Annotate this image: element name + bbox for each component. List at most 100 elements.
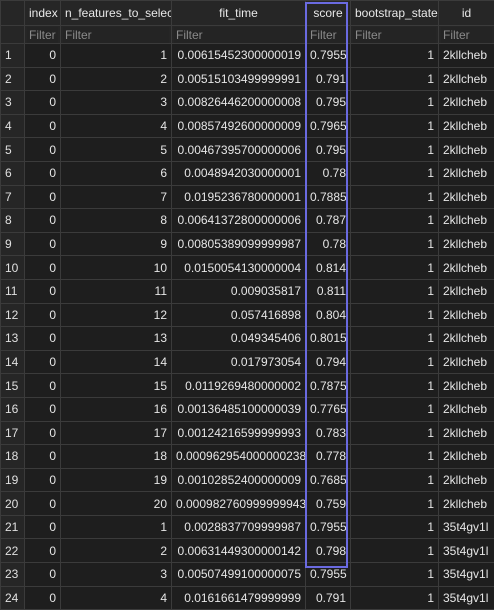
cell-bootstrap-state[interactable]: 1 [351,539,439,563]
cell-fit-time[interactable]: 0.0150054130000004 [172,256,306,280]
cell-n-features-to-select[interactable]: 7 [61,185,172,209]
cell-fit-time[interactable]: 0.0028837709999987 [172,515,306,539]
cell-index[interactable]: 0 [25,67,61,91]
cell-index[interactable]: 0 [25,515,61,539]
cell-fit-time[interactable]: 0.0161661479999999 [172,586,306,610]
cell-score[interactable]: 0.759 [306,492,351,516]
cell-score[interactable]: 0.795 [306,138,351,162]
cell-fit-time[interactable]: 0.00805389099999987 [172,232,306,256]
cell-id[interactable]: 35t4gv1l [439,563,494,587]
cell-id[interactable]: 2kllcheb [439,374,494,398]
filter-n-features-input[interactable] [63,27,169,43]
cell-fit-time[interactable]: 0.00102852400000009 [172,468,306,492]
cell-fit-time[interactable]: 0.00826446200000008 [172,91,306,115]
cell-index[interactable]: 0 [25,209,61,233]
cell-bootstrap-state[interactable]: 1 [351,421,439,445]
cell-score[interactable]: 0.814 [306,256,351,280]
cell-n-features-to-select[interactable]: 13 [61,327,172,351]
cell-bootstrap-state[interactable]: 1 [351,209,439,233]
cell-index[interactable]: 0 [25,185,61,209]
cell-score[interactable]: 0.7965 [306,114,351,138]
cell-n-features-to-select[interactable]: 11 [61,279,172,303]
cell-index[interactable]: 0 [25,468,61,492]
cell-index[interactable]: 0 [25,374,61,398]
header-n-features-to-select[interactable]: n_features_to_select [61,1,172,26]
cell-score[interactable]: 0.7955 [306,563,351,587]
cell-score[interactable]: 0.791 [306,67,351,91]
cell-id[interactable]: 2kllcheb [439,397,494,421]
cell-n-features-to-select[interactable]: 12 [61,303,172,327]
cell-fit-time[interactable]: 0.00615452300000019 [172,44,306,68]
cell-bootstrap-state[interactable]: 1 [351,327,439,351]
cell-bootstrap-state[interactable]: 1 [351,67,439,91]
cell-bootstrap-state[interactable]: 1 [351,563,439,587]
cell-id[interactable]: 2kllcheb [439,114,494,138]
cell-score[interactable]: 0.7955 [306,44,351,68]
cell-score[interactable]: 0.78 [306,161,351,185]
cell-n-features-to-select[interactable]: 5 [61,138,172,162]
cell-score[interactable]: 0.794 [306,350,351,374]
cell-bootstrap-state[interactable]: 1 [351,303,439,327]
cell-id[interactable]: 2kllcheb [439,303,494,327]
cell-id[interactable]: 2kllcheb [439,421,494,445]
cell-n-features-to-select[interactable]: 6 [61,161,172,185]
cell-index[interactable]: 0 [25,563,61,587]
cell-id[interactable]: 2kllcheb [439,445,494,469]
cell-fit-time[interactable]: 0.009035817 [172,279,306,303]
cell-bootstrap-state[interactable]: 1 [351,44,439,68]
cell-index[interactable]: 0 [25,138,61,162]
cell-bootstrap-state[interactable]: 1 [351,114,439,138]
cell-score[interactable]: 0.7765 [306,397,351,421]
cell-index[interactable]: 0 [25,492,61,516]
cell-id[interactable]: 2kllcheb [439,327,494,351]
cell-index[interactable]: 0 [25,279,61,303]
cell-index[interactable]: 0 [25,303,61,327]
cell-bootstrap-state[interactable]: 1 [351,445,439,469]
cell-n-features-to-select[interactable]: 2 [61,539,172,563]
cell-n-features-to-select[interactable]: 17 [61,421,172,445]
cell-score[interactable]: 0.787 [306,209,351,233]
header-fit-time[interactable]: fit_time [172,1,306,26]
cell-id[interactable]: 35t4gv1l [439,515,494,539]
cell-fit-time[interactable]: 0.0048942030000001 [172,161,306,185]
cell-fit-time[interactable]: 0.00631449300000142 [172,539,306,563]
filter-bootstrap-state-input[interactable] [353,27,436,43]
cell-index[interactable]: 0 [25,256,61,280]
cell-score[interactable]: 0.783 [306,421,351,445]
cell-n-features-to-select[interactable]: 4 [61,586,172,610]
cell-n-features-to-select[interactable]: 3 [61,91,172,115]
cell-id[interactable]: 2kllcheb [439,350,494,374]
header-bootstrap-state[interactable]: bootstrap_state [351,1,439,26]
cell-bootstrap-state[interactable]: 1 [351,515,439,539]
cell-id[interactable]: 2kllcheb [439,468,494,492]
cell-fit-time[interactable]: 0.0119269480000002 [172,374,306,398]
cell-fit-time[interactable]: 0.017973054 [172,350,306,374]
cell-n-features-to-select[interactable]: 20 [61,492,172,516]
cell-fit-time[interactable]: 0.00515103499999991 [172,67,306,91]
cell-bootstrap-state[interactable]: 1 [351,279,439,303]
cell-bootstrap-state[interactable]: 1 [351,492,439,516]
cell-id[interactable]: 2kllcheb [439,209,494,233]
cell-bootstrap-state[interactable]: 1 [351,91,439,115]
cell-index[interactable]: 0 [25,114,61,138]
filter-score-input[interactable] [308,27,348,43]
cell-index[interactable]: 0 [25,586,61,610]
cell-bootstrap-state[interactable]: 1 [351,586,439,610]
cell-n-features-to-select[interactable]: 10 [61,256,172,280]
cell-n-features-to-select[interactable]: 19 [61,468,172,492]
